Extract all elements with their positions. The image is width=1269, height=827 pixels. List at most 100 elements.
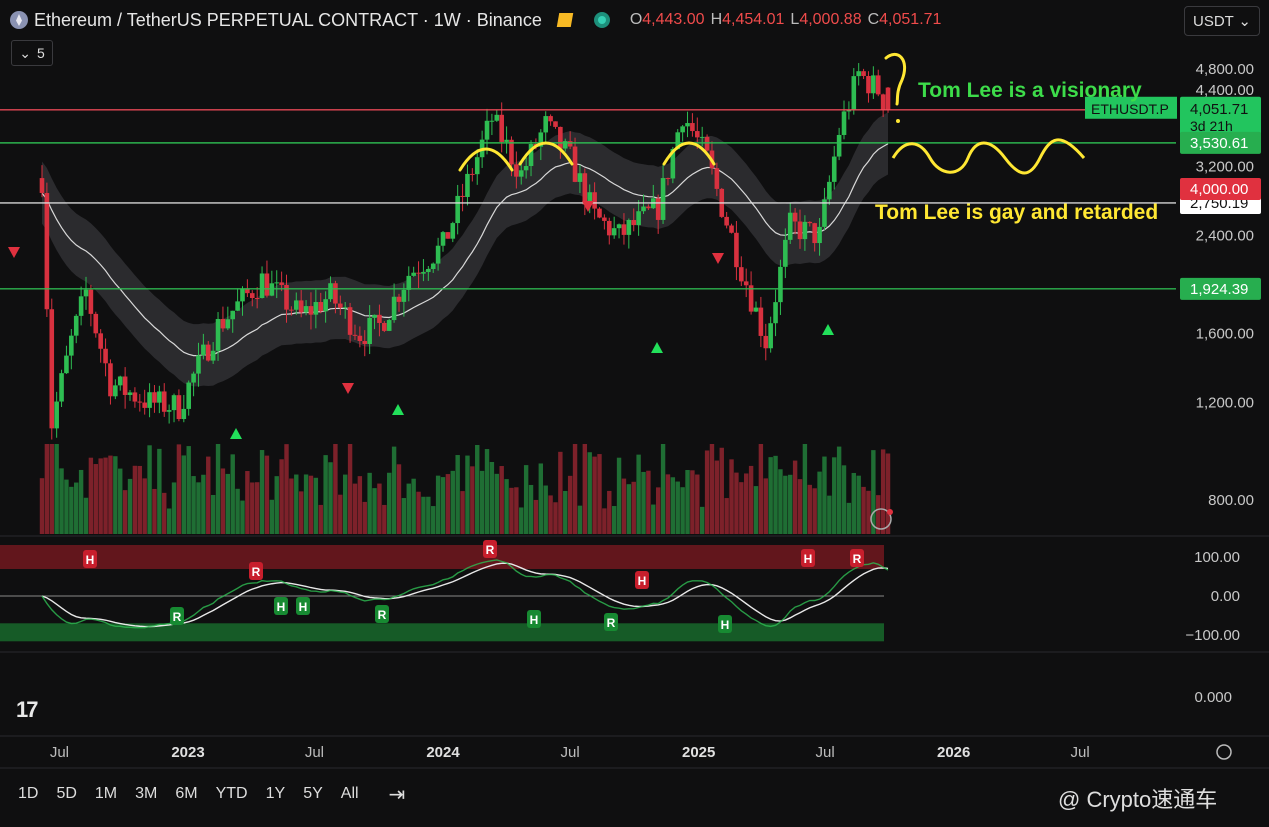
candle-body: [606, 220, 612, 236]
candle-body: [440, 232, 446, 246]
sell-signal-marker: [342, 383, 354, 394]
volume-bar: [333, 444, 338, 534]
x-axis-label: 2025: [682, 744, 715, 761]
candle-body: [147, 392, 152, 408]
volume-bar: [362, 501, 367, 534]
candle-body: [328, 283, 333, 300]
divergence-tag: [850, 549, 864, 567]
candle-body: [235, 301, 240, 311]
volume-bar: [499, 466, 504, 534]
range-button[interactable]: 6M: [175, 785, 198, 802]
indicator-count: 5: [36, 45, 45, 61]
flag-icon[interactable]: [556, 13, 574, 27]
volume-bar: [724, 498, 729, 534]
candle-body: [621, 224, 627, 235]
volume-bar: [460, 491, 465, 534]
volume-bar: [210, 494, 216, 534]
currency-select[interactable]: USDT ⌄: [1184, 6, 1260, 36]
volume-bar: [607, 490, 612, 534]
candle-body: [54, 401, 59, 429]
range-button[interactable]: YTD: [215, 785, 248, 802]
range-button[interactable]: 5D: [56, 785, 77, 802]
candle-body: [313, 302, 319, 315]
x-axis-label: Jul: [1071, 744, 1090, 761]
volume-bar: [88, 457, 94, 534]
candle-body: [186, 382, 191, 409]
volume-bar: [259, 450, 265, 534]
candle-body: [127, 392, 133, 395]
volume-bar: [49, 444, 54, 534]
volume-bar: [494, 473, 499, 534]
range-button[interactable]: 5Y: [303, 785, 323, 802]
candle-body: [743, 281, 749, 286]
x-axis-label: Jul: [305, 744, 324, 761]
candle-body: [851, 76, 857, 111]
range-button[interactable]: 1Y: [265, 785, 286, 802]
volume-bar: [714, 460, 720, 534]
ohlc-key: O: [629, 11, 643, 28]
candle-body: [685, 123, 690, 127]
ema-line: [41, 143, 889, 357]
volume-bar: [171, 482, 177, 534]
candle-body: [83, 289, 89, 297]
volume-bar: [64, 479, 69, 534]
candle-body: [841, 111, 847, 135]
tradingview-logo: 17: [16, 697, 39, 722]
volume-bar: [597, 454, 602, 534]
candle-body: [230, 310, 236, 320]
divergence-tag-label: R: [853, 552, 862, 566]
candle-body: [602, 217, 607, 221]
candle-body: [152, 392, 157, 403]
volume-bar: [812, 488, 817, 534]
candle-body: [778, 266, 783, 303]
candle-body: [161, 391, 167, 412]
volume-bar: [695, 474, 700, 534]
volume-bar: [132, 465, 138, 534]
divergence-tag-label: R: [173, 610, 182, 624]
volume-bar: [729, 459, 734, 534]
candle-body: [748, 285, 754, 312]
range-button[interactable]: 3M: [135, 785, 158, 802]
candle-body: [514, 164, 519, 177]
range-button[interactable]: All: [340, 785, 359, 802]
candle-body: [347, 307, 353, 335]
candle-body: [660, 178, 666, 220]
range-button[interactable]: 1M: [94, 785, 118, 802]
volume-bar: [113, 456, 118, 534]
oscillator-signal-line: [41, 562, 889, 628]
ethereum-coin-icon: [10, 11, 28, 29]
candle-body: [616, 224, 622, 229]
volume-bar: [59, 468, 64, 534]
volume-bar: [318, 504, 323, 534]
volume-bar: [391, 446, 397, 534]
indicators-toggle[interactable]: ⌄ 5: [11, 40, 53, 66]
oversold-zone: [0, 623, 884, 642]
symbol-title[interactable]: Ethereum / TetherUS PERPETUAL CONTRACT ·…: [34, 9, 542, 30]
candle-body: [641, 206, 646, 212]
volume-bar: [431, 506, 436, 534]
volume-bar: [734, 472, 739, 534]
oscillator-tick: 100.00: [1194, 549, 1240, 566]
volume-bar: [470, 466, 475, 534]
volume-bar: [690, 470, 695, 534]
candle-body: [157, 391, 162, 403]
candle-body: [587, 192, 593, 205]
candle-body: [323, 299, 328, 312]
goto-date-icon[interactable]: ⇥: [388, 783, 406, 806]
top-arc-drawing: [662, 141, 716, 166]
candle-body: [59, 373, 64, 402]
divergence-tag-label: H: [638, 574, 647, 588]
volume-bar: [792, 460, 798, 534]
volume-bar: [313, 477, 319, 534]
settings-gear-icon[interactable]: [1216, 744, 1232, 760]
top-arc-drawing: [458, 147, 514, 172]
x-axis-label: 2024: [426, 744, 460, 761]
range-button[interactable]: 1D: [18, 785, 39, 802]
candle-body: [636, 211, 641, 226]
candle-body: [567, 141, 573, 147]
range-toolbar: 1D 5D 1M 3M 6M YTD 1Y 5Y All ⇥: [0, 766, 1269, 822]
volume-bar: [289, 478, 294, 534]
alert-icon[interactable]: [870, 508, 892, 530]
volume-bar: [675, 481, 680, 534]
